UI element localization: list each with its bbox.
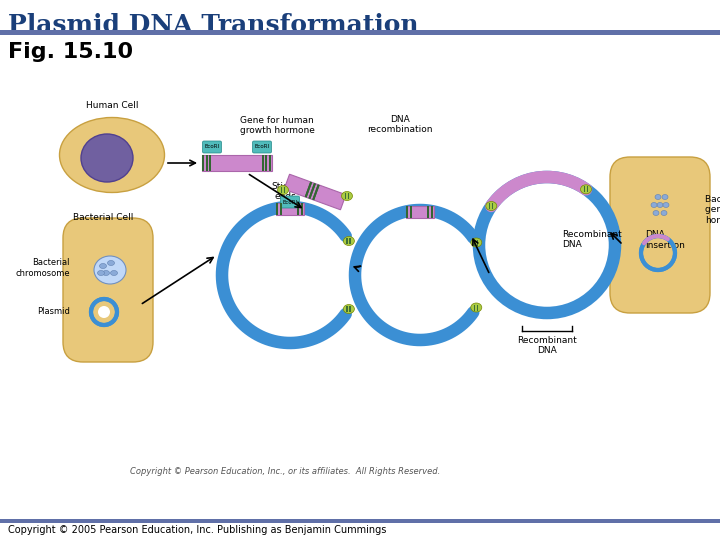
Bar: [202, 155, 204, 171]
Ellipse shape: [81, 134, 133, 182]
Ellipse shape: [661, 211, 667, 215]
Bar: [265, 155, 267, 171]
Bar: [300, 203, 302, 215]
Text: Gene for human
growth hormone: Gene for human growth hormone: [240, 116, 315, 135]
FancyBboxPatch shape: [202, 141, 222, 153]
Ellipse shape: [343, 237, 354, 246]
Bar: [276, 203, 278, 215]
Bar: [427, 206, 429, 218]
Text: EcoRI: EcoRI: [254, 145, 269, 150]
Ellipse shape: [653, 211, 659, 215]
Ellipse shape: [580, 185, 592, 194]
Text: DNA
recombination: DNA recombination: [367, 115, 433, 134]
Ellipse shape: [102, 271, 109, 275]
FancyBboxPatch shape: [253, 141, 271, 153]
Text: Recombinant
DNA: Recombinant DNA: [517, 336, 577, 355]
Ellipse shape: [651, 202, 657, 207]
Ellipse shape: [650, 245, 666, 261]
Bar: [276, 203, 304, 215]
Bar: [477, 305, 478, 310]
FancyBboxPatch shape: [63, 218, 153, 362]
Ellipse shape: [341, 192, 353, 200]
Bar: [269, 155, 271, 171]
Ellipse shape: [486, 201, 497, 211]
Bar: [312, 185, 320, 200]
Bar: [0, 30, 720, 35]
Bar: [349, 238, 351, 244]
Ellipse shape: [662, 194, 668, 199]
Ellipse shape: [94, 256, 126, 284]
Bar: [312, 185, 320, 200]
Text: Sticky
ends: Sticky ends: [271, 182, 299, 201]
FancyBboxPatch shape: [610, 157, 710, 313]
Bar: [406, 206, 434, 218]
Ellipse shape: [60, 118, 164, 192]
Ellipse shape: [471, 238, 482, 247]
Bar: [346, 306, 348, 312]
Ellipse shape: [471, 303, 482, 312]
Bar: [281, 187, 282, 193]
Bar: [205, 155, 207, 171]
Bar: [305, 182, 312, 198]
Bar: [583, 186, 585, 192]
Text: Bacterial cell containing
gene for human growth
hormone: Bacterial cell containing gene for human…: [705, 195, 720, 225]
Ellipse shape: [655, 194, 661, 199]
Bar: [431, 206, 433, 218]
Text: Bacterial
chromosome: Bacterial chromosome: [15, 258, 70, 278]
Bar: [410, 206, 412, 218]
Bar: [261, 155, 264, 171]
Bar: [202, 155, 272, 171]
Bar: [349, 306, 351, 312]
Bar: [0, 519, 720, 523]
Ellipse shape: [110, 271, 117, 275]
Bar: [344, 193, 346, 199]
Text: Bacterial Cell: Bacterial Cell: [73, 213, 133, 222]
Ellipse shape: [277, 186, 289, 194]
Text: Fig. 15.10: Fig. 15.10: [8, 42, 133, 62]
Bar: [587, 186, 588, 192]
Bar: [406, 206, 408, 218]
Bar: [474, 305, 475, 310]
Bar: [284, 187, 285, 193]
Text: Plasmid DNA Transformation: Plasmid DNA Transformation: [8, 13, 418, 37]
Text: EcoRI: EcoRI: [282, 199, 297, 205]
FancyBboxPatch shape: [281, 196, 300, 208]
Bar: [346, 238, 348, 244]
Bar: [308, 183, 316, 199]
Bar: [305, 182, 312, 198]
Bar: [348, 193, 349, 199]
Text: Copyright © Pearson Education, Inc., or its affiliates.  All Rights Reserved.: Copyright © Pearson Education, Inc., or …: [130, 468, 440, 476]
Text: Copyright © 2005 Pearson Education, Inc. Publishing as Benjamin Cummings: Copyright © 2005 Pearson Education, Inc.…: [8, 525, 387, 535]
Bar: [474, 240, 475, 246]
Ellipse shape: [657, 202, 663, 207]
Bar: [297, 203, 299, 215]
FancyBboxPatch shape: [284, 174, 346, 210]
Ellipse shape: [99, 264, 107, 268]
Bar: [477, 240, 478, 246]
Text: Plasmid: Plasmid: [37, 307, 70, 316]
Ellipse shape: [663, 202, 669, 207]
Text: Recombinant
DNA: Recombinant DNA: [562, 230, 622, 249]
Bar: [209, 155, 211, 171]
Bar: [279, 203, 282, 215]
Ellipse shape: [343, 305, 354, 314]
Text: Human Cell: Human Cell: [86, 101, 138, 110]
Ellipse shape: [107, 260, 114, 266]
Text: DNA
insertion: DNA insertion: [645, 230, 685, 249]
Bar: [489, 203, 490, 209]
Ellipse shape: [97, 271, 104, 275]
Bar: [308, 183, 316, 199]
Bar: [492, 203, 493, 209]
Ellipse shape: [98, 306, 110, 318]
Text: EcoRI: EcoRI: [204, 145, 220, 150]
